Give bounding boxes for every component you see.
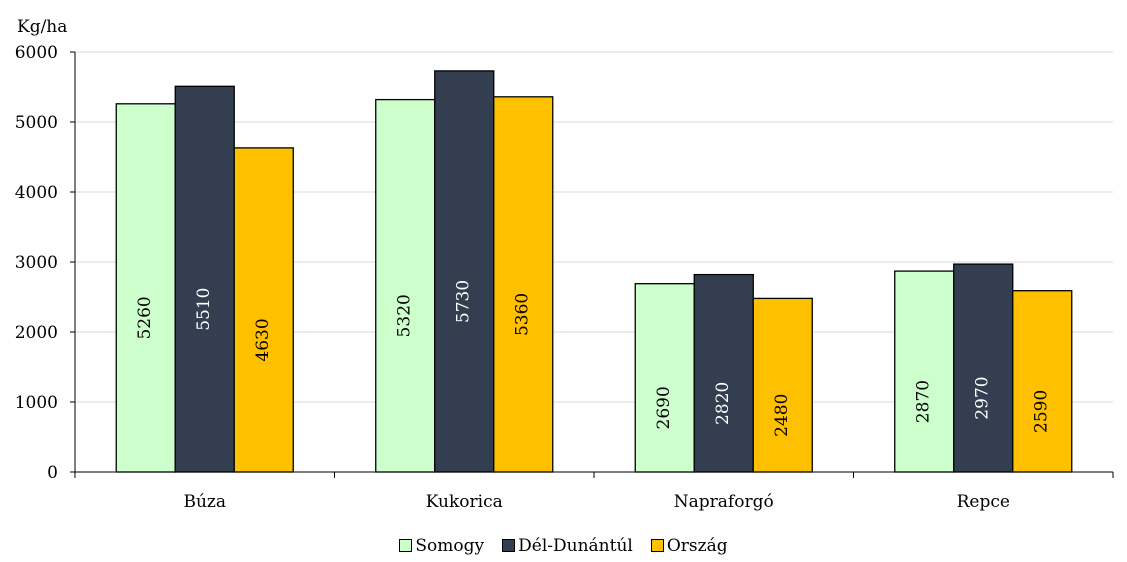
y-tick-label: 6000 (15, 43, 58, 63)
x-tick-label: Búza (183, 492, 226, 512)
bar (634, 283, 695, 473)
legend-label: Ország (666, 535, 728, 556)
data-labels: 5260 5510 4630 5320 5730 5360 2690 2820 2480 2870… (135, 280, 1052, 437)
y-tick-label: 0 (47, 463, 58, 483)
bar (115, 103, 176, 473)
y-tick-label: 3000 (15, 253, 58, 273)
legend-label: Dél-Dunántúl (518, 535, 633, 556)
bar (752, 297, 813, 473)
bar (894, 270, 955, 473)
data-label: 5320 (395, 294, 415, 337)
data-label: 5730 (454, 280, 474, 323)
legend-item: Somogy (399, 536, 484, 556)
data-label: 2590 (1032, 390, 1052, 433)
bar (375, 98, 436, 473)
y-tick-label: 2000 (15, 323, 58, 343)
data-label: 2970 (973, 376, 993, 419)
legend-label: Somogy (415, 535, 485, 556)
legend-item: Dél-Dunántúl (502, 536, 633, 556)
data-label: 5260 (135, 296, 155, 339)
bar (693, 273, 754, 473)
y-tick-label: 1000 (15, 393, 58, 413)
x-tick-label: Kukorica (426, 492, 503, 512)
y-tick-label: 5000 (15, 113, 58, 133)
data-label: 5510 (194, 288, 214, 331)
data-label: 2820 (713, 382, 733, 425)
y-tick-label: 4000 (15, 183, 58, 203)
x-tick-label: Napraforgó (674, 492, 774, 512)
legend-item: Ország (650, 535, 728, 556)
legend-swatch (399, 539, 413, 552)
legend-swatch (650, 539, 664, 552)
bars (115, 70, 1073, 473)
bar (434, 70, 495, 473)
data-label: 4630 (253, 318, 273, 361)
y-axis-label: Kg/ha (17, 17, 67, 37)
bar (174, 85, 235, 473)
legend-swatch (502, 539, 516, 552)
data-label: 2690 (654, 386, 674, 429)
data-label: 2870 (914, 380, 934, 423)
bar (493, 96, 554, 473)
bar (1012, 290, 1073, 473)
bar (233, 147, 294, 473)
x-tick-label: Repce (957, 492, 1010, 512)
bar (953, 263, 1014, 473)
data-label: 2480 (772, 394, 792, 437)
data-label: 5360 (513, 293, 533, 336)
legend: Somogy Dél-Dunántúl Ország (0, 533, 1127, 558)
